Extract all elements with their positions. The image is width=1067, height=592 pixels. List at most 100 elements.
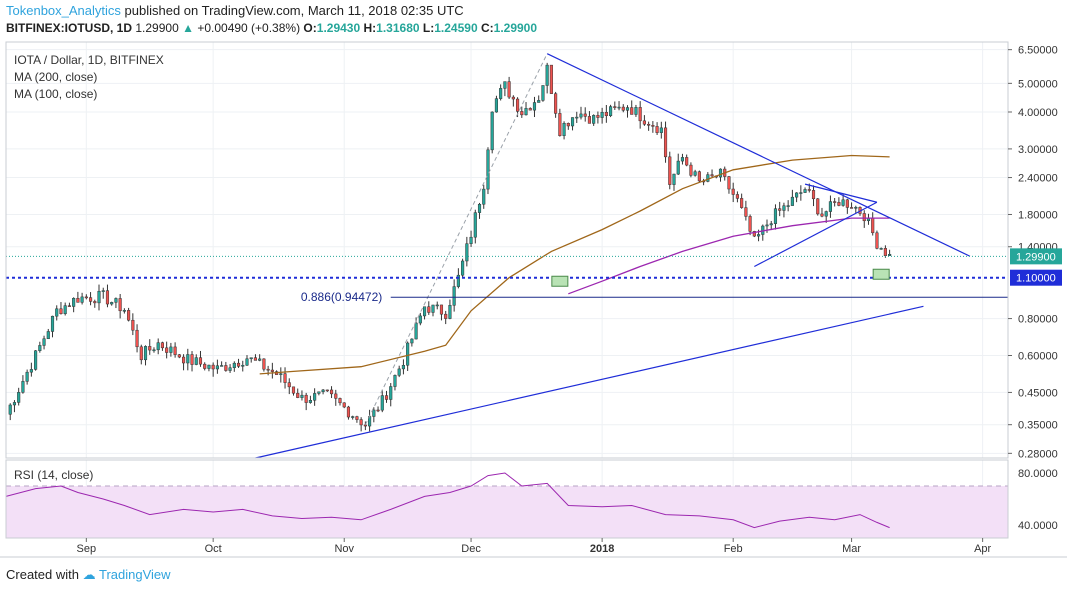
- candle-body: [334, 393, 338, 399]
- candle-body: [888, 253, 892, 256]
- candle-body: [807, 189, 811, 191]
- candle-body: [249, 357, 253, 360]
- close-value: 1.29900: [493, 21, 538, 35]
- candle-body: [50, 315, 55, 332]
- candle-body: [422, 306, 427, 317]
- candle-body: [182, 356, 186, 364]
- candle-body: [190, 354, 194, 365]
- candle-body: [685, 157, 689, 166]
- candle-body: [854, 207, 858, 209]
- footer: Created with ☁ TradingView: [6, 567, 171, 583]
- candle-body: [570, 117, 575, 127]
- y-tick-label: 0.28000: [1018, 448, 1058, 460]
- candle-body: [122, 310, 126, 312]
- candle-body: [414, 322, 418, 340]
- candle-body: [384, 395, 389, 400]
- candle-body: [401, 364, 405, 370]
- y-tick-label: 5.00000: [1018, 78, 1058, 90]
- candle-body: [609, 106, 613, 116]
- candle-body: [541, 85, 545, 101]
- up-arrow-icon: ▲: [182, 21, 194, 35]
- candle-body: [444, 313, 448, 319]
- candle-body: [46, 331, 50, 340]
- candle-body: [663, 127, 668, 158]
- y-tick-label: 0.80000: [1018, 314, 1058, 326]
- candle-body: [494, 98, 498, 113]
- candle-body: [72, 298, 76, 307]
- y-tick-label: 3.00000: [1018, 144, 1058, 156]
- candle-body: [139, 346, 143, 361]
- candle-body: [744, 207, 748, 217]
- indicator-ma100[interactable]: MA (100, close): [14, 87, 98, 101]
- candle-body: [820, 213, 824, 217]
- close-label: C:: [480, 21, 494, 35]
- candle-body: [769, 223, 773, 226]
- candle-body: [220, 365, 224, 367]
- candle-body: [232, 362, 236, 368]
- candle-body: [765, 224, 769, 227]
- candle-body: [177, 354, 181, 358]
- rsi-label[interactable]: RSI (14, close): [14, 468, 94, 482]
- candle-body: [291, 386, 296, 394]
- candle-body: [67, 305, 71, 307]
- y-tick-label: 0.45000: [1018, 387, 1058, 399]
- candle-body: [600, 111, 604, 118]
- candle-body: [592, 115, 596, 124]
- candle-body: [520, 111, 524, 116]
- symbol-label: BITFINEX:IOTUSD, 1D: [6, 21, 133, 35]
- candle-body: [376, 409, 380, 412]
- candle-body: [203, 363, 207, 369]
- candle-body: [837, 202, 841, 206]
- candle-body: [283, 373, 287, 383]
- legend: IOTA / Dollar, 1D, BITFINEX MA (200, clo…: [14, 52, 164, 103]
- candle-body: [469, 236, 473, 244]
- candle-body: [342, 402, 346, 408]
- high-label: H:: [363, 21, 377, 35]
- indicator-ma200[interactable]: MA (200, close): [14, 70, 98, 84]
- candle-body: [773, 208, 778, 224]
- candle-body: [427, 306, 431, 313]
- candle-body: [448, 305, 452, 319]
- low-label: L:: [422, 21, 435, 35]
- candle-body: [418, 315, 422, 324]
- candle-body: [617, 106, 621, 109]
- ohlc-line: BITFINEX:IOTUSD, 1D 1.29900 ▲ +0.00490 (…: [6, 21, 537, 35]
- candle-body: [507, 81, 511, 98]
- candle-body: [778, 208, 782, 211]
- candle-body: [215, 365, 219, 370]
- candle-body: [680, 157, 685, 162]
- author-link[interactable]: Tokenbox_Analytics: [6, 3, 121, 18]
- candle-body: [101, 290, 105, 292]
- candle-body: [621, 106, 625, 111]
- candle-body: [727, 176, 731, 190]
- level-tag: [1010, 269, 1062, 286]
- candle-body: [672, 173, 676, 185]
- level-tag-text: 1.10000: [1016, 273, 1056, 285]
- candle-body: [879, 248, 883, 250]
- candle-body: [693, 171, 697, 176]
- ma100-line: [568, 217, 890, 295]
- y-tick-label: 1.80000: [1018, 209, 1058, 221]
- candle-body: [816, 198, 820, 215]
- rsi-line: [5, 472, 890, 529]
- candle-body: [545, 64, 549, 86]
- candle-body: [287, 382, 291, 388]
- candle-body: [524, 108, 528, 116]
- tradingview-link[interactable]: TradingView: [99, 567, 171, 582]
- candle-body: [883, 248, 887, 256]
- candle-body: [114, 298, 118, 303]
- candle-body: [152, 349, 156, 352]
- publish-line: Tokenbox_Analytics published on TradingV…: [6, 3, 464, 18]
- candle-body: [871, 217, 875, 234]
- candle-body: [862, 213, 866, 222]
- candle-body: [118, 298, 122, 312]
- candle-body: [841, 199, 845, 206]
- x-tick-label: Mar: [842, 543, 861, 555]
- candle-body: [355, 416, 359, 420]
- candle-body: [554, 93, 558, 114]
- x-tick-label: Nov: [334, 543, 354, 555]
- high-value: 1.31680: [376, 21, 420, 35]
- candle-body: [304, 394, 308, 403]
- candle-body: [110, 302, 114, 305]
